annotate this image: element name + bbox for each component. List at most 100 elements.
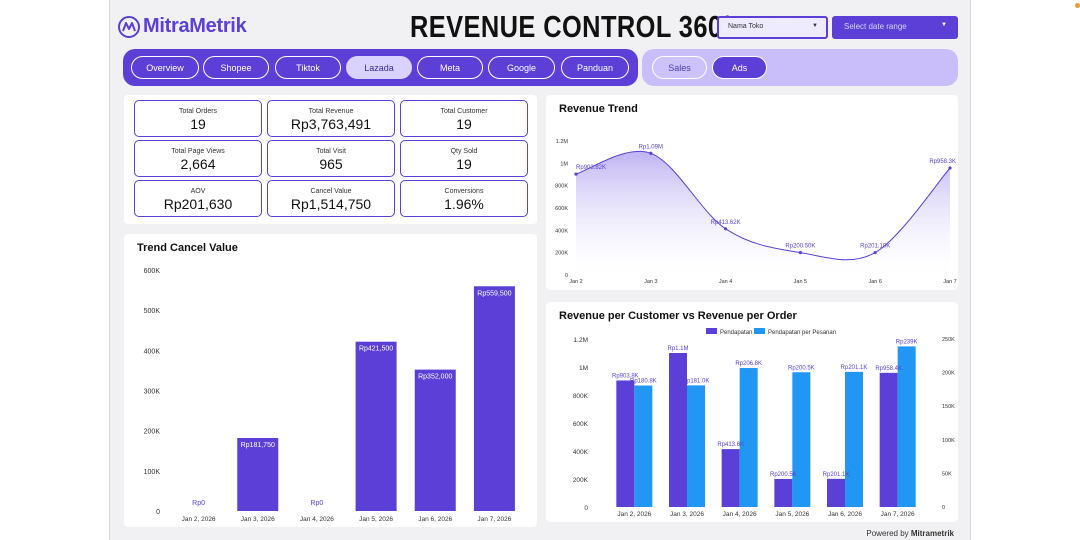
legend-swatch	[754, 328, 765, 334]
cancel-bar	[237, 437, 279, 511]
y-tick-label: 600K	[144, 268, 161, 275]
y-tick-label: 500K	[144, 308, 161, 315]
trend-data-label: Rp903.82K	[576, 165, 606, 171]
kpi-label: Total Orders	[178, 108, 218, 115]
kpi-label: Total Page Views	[171, 148, 225, 155]
footer: Powered by Mitrametrik	[866, 529, 954, 538]
pendapatan-per-pesanan-data-label: Rp200.5K	[788, 365, 815, 371]
x-tick-label: Jan 7, 2026	[477, 516, 511, 523]
pendapatan-per-pesanan-data-label: Rp239K	[896, 339, 918, 345]
kpi-value: Rp1,514,750	[290, 196, 372, 212]
y2-tick-label: 0	[942, 505, 945, 511]
y-tick-label: 400K	[555, 228, 568, 234]
pendapatan-data-label: Rp200.5K	[770, 472, 797, 478]
y-tick-label: 600K	[573, 421, 589, 428]
store-select[interactable]: Nama Toko ▼	[717, 16, 828, 39]
y-tick-label: 100K	[144, 469, 161, 476]
pendapatan-bar	[669, 353, 687, 507]
x-tick-label: Jan 5, 2026	[775, 511, 809, 518]
y-tick-label: 1M	[579, 365, 588, 372]
trend-data-label: Rp200.50K	[785, 244, 815, 250]
chevron-down-icon: ▼	[941, 22, 947, 28]
y-tick-label: 400K	[573, 449, 589, 456]
date-range-select[interactable]: Select date range ▼	[832, 16, 958, 39]
tab-google[interactable]: Google	[488, 56, 555, 79]
kpi-label: Total Customer	[440, 108, 488, 115]
x-tick-label: Jan 3, 2026	[670, 511, 704, 518]
trend-data-label: Rp958.3K	[929, 159, 956, 165]
kpi-cancel-value: Cancel Value Rp1,514,750	[267, 180, 395, 217]
x-tick-label: Jan 6, 2026	[828, 511, 862, 518]
rpc-chart-title: Revenue per Customer vs Revenue per Orde…	[559, 310, 797, 322]
trend-point	[948, 166, 952, 170]
cancel-chart-title: Trend Cancel Value	[137, 242, 238, 254]
y2-tick-label: 250K	[942, 337, 955, 343]
cancel-bar	[473, 286, 515, 511]
kpi-conversions: Conversions 1.96%	[400, 180, 528, 217]
bar-value-label: Rp0	[192, 500, 205, 507]
y-tick-label: 800K	[573, 393, 589, 400]
trend-point	[798, 251, 802, 255]
tab-shopee[interactable]: Shopee	[203, 56, 269, 79]
tab-meta[interactable]: Meta	[417, 56, 483, 79]
x-tick-label: Jan 4	[719, 279, 732, 285]
pendapatan-per-pesanan-data-label: Rp206.8K	[735, 361, 762, 367]
cancel-bar	[414, 369, 456, 511]
legend-label: Pendapatan per Pesanan	[768, 330, 836, 336]
y2-tick-label: 150K	[942, 404, 955, 410]
brand-logo[interactable]: MitraMetrik	[118, 15, 247, 38]
y2-tick-label: 100K	[942, 438, 955, 444]
y2-tick-label: 200K	[942, 371, 955, 377]
kpi-total-orders: Total Orders 19	[134, 100, 262, 137]
tab-lazada[interactable]: Lazada	[346, 56, 412, 79]
tab-overview[interactable]: Overview	[131, 56, 199, 79]
chevron-down-icon: ▼	[812, 23, 818, 29]
pendapatan-data-label: Rp201.1K	[823, 472, 850, 478]
kpi-value: 965	[319, 156, 343, 172]
trend-point	[724, 227, 728, 231]
kpi-value: 19	[190, 116, 206, 132]
tab-tiktok[interactable]: Tiktok	[275, 56, 341, 79]
kpi-label: Qty Sold	[450, 148, 478, 155]
kpi-total-page-views: Total Page Views 2,664	[134, 140, 262, 177]
footer-prefix: Powered by	[866, 529, 909, 538]
cancel-chart: 0 100K 200K 300K 400K 500K 600K Rp0 Jan 2, 2026 R…	[144, 268, 515, 523]
tab-ads[interactable]: Ads	[712, 56, 767, 79]
trend-data-label: Rp413.62K	[711, 220, 741, 226]
logo-icon	[118, 15, 140, 38]
status-dot	[1075, 3, 1080, 8]
y-tick-label: 300K	[144, 389, 161, 396]
pendapatan-bar	[879, 372, 898, 507]
y-tick-label: 1M	[560, 161, 568, 167]
tab-panduan[interactable]: Panduan	[561, 56, 629, 79]
pendapatan-bar	[616, 380, 635, 507]
kpi-aov: AOV Rp201,630	[134, 180, 262, 217]
bar-value-label: Rp0	[310, 500, 323, 507]
pendapatan-per-pesanan-data-label: Rp181.0K	[683, 378, 710, 384]
dashboard-frame: MitraMetrik REVENUE CONTROL 360° Nama To…	[109, 0, 1080, 540]
x-tick-label: Jan 7	[943, 279, 956, 285]
y-tick-label: 0	[156, 509, 160, 516]
x-tick-label: Jan 2	[569, 279, 582, 285]
pendapatan-per-pesanan-bar	[687, 385, 705, 507]
x-tick-label: Jan 5	[794, 279, 807, 285]
pendapatan-per-pesanan-bar	[897, 346, 916, 507]
y-tick-label: 200K	[144, 429, 161, 436]
trend-area	[576, 151, 950, 275]
x-tick-label: Jan 6, 2026	[418, 516, 452, 523]
y-tick-label: 200K	[555, 251, 568, 257]
rpc-panel: Revenue per Customer vs Revenue per Orde…	[546, 302, 958, 522]
y-tick-label: 1.2M	[556, 139, 569, 145]
pendapatan-data-label: Rp413.6K	[717, 442, 744, 448]
view-nav: Sales Ads	[642, 49, 958, 86]
bar-value-label: Rp181,750	[241, 442, 275, 449]
tab-sales[interactable]: Sales	[652, 56, 707, 79]
kpi-total-visit: Total Visit 965	[267, 140, 395, 177]
brand-name: MitraMetrik	[143, 15, 247, 37]
y-tick-label: 800K	[555, 184, 568, 190]
y-tick-label: 400K	[144, 348, 161, 355]
kpi-value: 19	[456, 156, 472, 172]
bar-value-label: Rp559,500	[477, 290, 511, 297]
x-tick-label: Jan 4, 2026	[300, 516, 334, 523]
x-tick-label: Jan 3	[644, 279, 657, 285]
